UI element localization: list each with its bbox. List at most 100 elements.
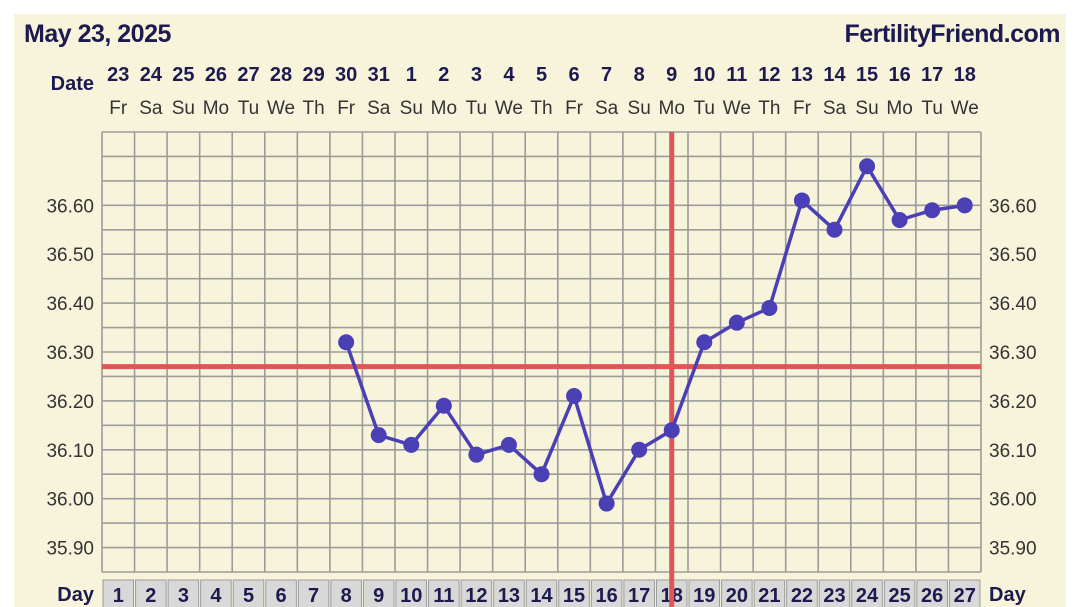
y-tick-label-left: 36.50 <box>46 245 94 266</box>
day-cell <box>948 579 981 607</box>
y-tick-label-right: 36.50 <box>989 245 1037 266</box>
weekday-label: Tu <box>921 98 942 119</box>
y-tick-label-right: 36.40 <box>989 294 1037 315</box>
temperature-point <box>435 397 452 414</box>
date-label: 9 <box>666 64 677 86</box>
temperature-point <box>566 388 583 404</box>
date-label: 23 <box>107 64 129 86</box>
day-label: 27 <box>954 585 976 607</box>
y-tick-label-right: 36.10 <box>989 441 1037 462</box>
temperature-point <box>500 436 517 453</box>
weekday-label: Sa <box>595 98 619 119</box>
day-cell <box>265 579 297 607</box>
weekday-label: Tu <box>694 98 715 119</box>
day-label: 15 <box>563 585 585 607</box>
date-label: 7 <box>601 64 612 86</box>
day-label: 26 <box>921 585 943 607</box>
date-label: 2 <box>438 64 449 86</box>
day-label: 5 <box>243 585 254 607</box>
day-label: 24 <box>856 585 879 607</box>
date-label: 16 <box>888 64 910 86</box>
day-cell <box>362 579 395 607</box>
day-cell <box>753 579 786 607</box>
day-cell <box>428 579 460 607</box>
weekday-label: Sa <box>823 98 847 119</box>
date-label: 31 <box>368 64 390 86</box>
day-cell <box>721 579 753 607</box>
weekday-label: Tu <box>238 98 259 119</box>
y-tick-label-right: 35.90 <box>989 539 1037 560</box>
date-label: 27 <box>237 64 259 86</box>
date-label: 28 <box>270 64 292 86</box>
weekday-label: We <box>267 98 295 119</box>
date-label: 14 <box>823 64 846 86</box>
day-label: 4 <box>210 585 222 607</box>
day-row-label-right: Day <box>989 584 1027 606</box>
weekday-label: Su <box>855 98 878 119</box>
date-label: 4 <box>503 64 515 86</box>
temperature-point <box>468 446 485 463</box>
day-label: 19 <box>693 585 715 607</box>
y-tick-label-right: 36.60 <box>989 196 1037 217</box>
date-label: 3 <box>471 64 482 86</box>
y-tick-label-left: 36.00 <box>46 490 94 511</box>
temperature-point <box>826 221 843 238</box>
weekday-label: Mo <box>659 98 685 119</box>
y-tick-label-right: 36.20 <box>989 392 1037 413</box>
weekday-label: We <box>951 98 979 119</box>
day-label: 9 <box>373 585 384 607</box>
day-label: 2 <box>145 585 156 607</box>
y-tick-label-left: 36.40 <box>46 294 94 315</box>
chart-page: May 23, 2025 FertilityFriend.com 36.60 36… <box>14 14 1066 607</box>
day-cell <box>102 579 135 607</box>
day-label: 17 <box>628 585 650 607</box>
temperature-point <box>631 441 648 458</box>
day-label: 14 <box>530 585 553 607</box>
weekday-label: Mo <box>203 98 229 119</box>
weekday-label: Th <box>530 98 552 119</box>
day-label: 7 <box>308 585 319 607</box>
weekday-label: Tu <box>466 98 487 119</box>
day-label: 3 <box>178 585 189 607</box>
day-label: 16 <box>595 585 617 607</box>
day-cell <box>330 579 362 607</box>
date-label: 8 <box>634 64 645 86</box>
temperature-point <box>924 202 941 219</box>
bbt-chart: 36.60 36.60 36.50 36.50 36.40 36.40 36.30 36.30… <box>46 64 1037 607</box>
day-cell <box>590 579 623 607</box>
y-tick-label-right: 36.30 <box>989 343 1037 364</box>
temperature-point <box>793 192 810 209</box>
temperature-point <box>370 427 387 444</box>
day-label: 23 <box>823 585 845 607</box>
day-label: 8 <box>341 585 352 607</box>
day-label: 11 <box>433 585 454 607</box>
temperature-point <box>403 436 420 453</box>
date-label: 29 <box>302 64 324 86</box>
temperature-point <box>533 466 550 483</box>
date-label: 12 <box>758 64 780 86</box>
weekday-label: Mo <box>886 98 912 119</box>
temperature-point <box>728 314 745 331</box>
date-label: 18 <box>954 64 976 86</box>
day-label: 22 <box>791 585 813 607</box>
date-label: 30 <box>335 64 357 86</box>
temperature-point <box>956 197 973 214</box>
weekday-label: Fr <box>109 98 128 119</box>
date-label: 17 <box>921 64 943 86</box>
weekday-label: Th <box>758 98 780 119</box>
y-tick-label-right: 36.00 <box>989 490 1037 511</box>
weekday-label: Fr <box>793 98 812 119</box>
date-label: 24 <box>140 64 163 86</box>
day-cell <box>688 579 721 607</box>
day-label: 1 <box>113 585 124 607</box>
date-label: 5 <box>536 64 547 86</box>
date-label: 25 <box>172 64 194 86</box>
temperature-point <box>663 422 680 439</box>
date-label: 10 <box>693 64 715 86</box>
day-label: 10 <box>400 585 422 607</box>
temperature-point <box>891 212 908 228</box>
weekday-label: We <box>495 98 523 119</box>
date-label: 26 <box>205 64 227 86</box>
site-name[interactable]: FertilityFriend.com <box>844 20 1060 48</box>
day-cell <box>135 579 167 607</box>
